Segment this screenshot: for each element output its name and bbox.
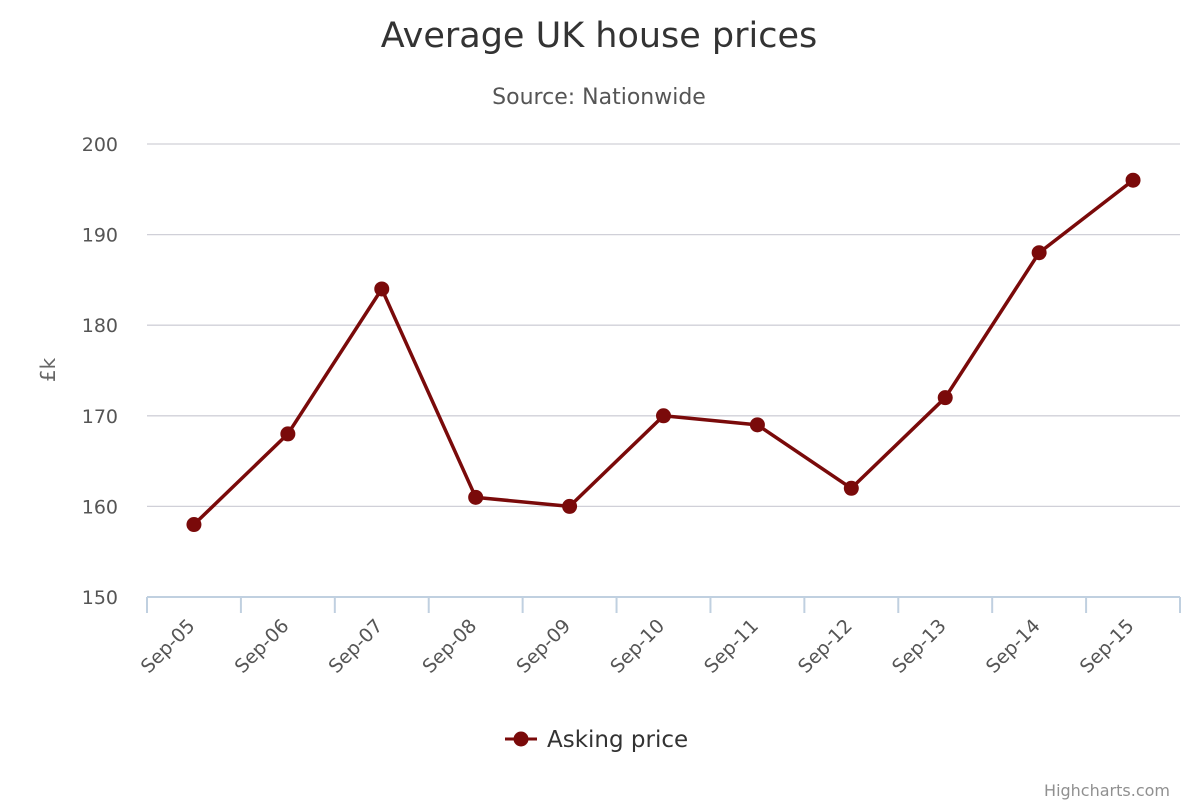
legend-marker-icon (513, 731, 529, 747)
x-tick-label: Sep-09 (512, 615, 575, 678)
data-point[interactable] (1031, 245, 1047, 261)
y-tick-label: 180 (82, 315, 118, 337)
x-tick-label: Sep-10 (606, 615, 669, 678)
chart-title: Average UK house prices (381, 16, 818, 56)
x-tick-label: Sep-12 (794, 615, 857, 678)
y-tick-label: 150 (82, 587, 118, 609)
data-point[interactable] (843, 480, 859, 496)
y-axis-title: £k (36, 357, 60, 382)
data-point[interactable] (280, 426, 296, 442)
x-tick-label: Sep-14 (982, 615, 1045, 678)
x-tick-label: Sep-08 (418, 615, 481, 678)
y-tick-label: 190 (82, 225, 118, 247)
y-tick-label: 200 (82, 134, 118, 156)
data-point[interactable] (186, 517, 202, 533)
x-tick-label: Sep-05 (137, 615, 200, 678)
series-asking-price[interactable] (186, 172, 1141, 533)
y-tick-label: 160 (82, 496, 118, 518)
credits-link[interactable]: Highcharts.com (1044, 781, 1170, 800)
y-tick-label: 170 (82, 406, 118, 428)
x-tick-label: Sep-13 (888, 615, 951, 678)
y-axis-tick-labels: 150 160 170 180 190 200 (82, 134, 118, 609)
data-point[interactable] (468, 489, 484, 505)
chart-subtitle: Source: Nationwide (492, 85, 706, 110)
data-point[interactable] (937, 390, 953, 406)
x-tick-label: Sep-06 (231, 615, 294, 678)
x-axis-ticks (146, 597, 1181, 613)
legend[interactable]: Asking price (505, 727, 688, 753)
legend-label[interactable]: Asking price (547, 727, 688, 753)
x-tick-label: Sep-07 (324, 615, 387, 678)
data-point[interactable] (749, 417, 765, 433)
series-line (192, 178, 1135, 527)
x-tick-label: Sep-15 (1076, 615, 1139, 678)
x-tick-label: Sep-11 (700, 615, 763, 678)
data-point[interactable] (656, 408, 671, 424)
x-axis-tick-labels: Sep-05 Sep-06 Sep-07 Sep-08 Sep-09 Sep-10 Sep-… (137, 615, 1139, 678)
data-point[interactable] (1125, 172, 1141, 188)
data-point[interactable] (374, 281, 390, 297)
data-point[interactable] (562, 498, 578, 514)
y-gridlines (147, 143, 1180, 508)
